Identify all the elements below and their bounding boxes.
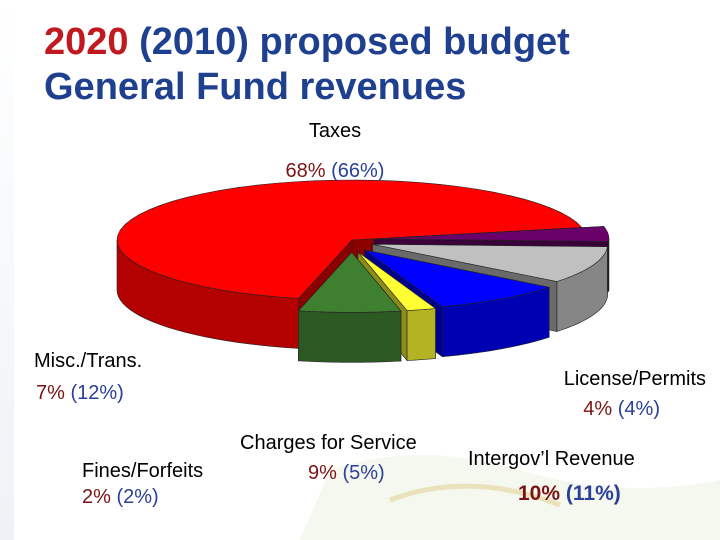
label-charges-2010: (5%) xyxy=(342,462,385,484)
label-taxes: Taxes xyxy=(0,118,670,145)
label-fines-2020: 2% xyxy=(82,486,111,508)
label-misc-values: 7% (12%) xyxy=(36,380,124,407)
pie-slice-1-top xyxy=(373,226,610,242)
pie-slice-4-top xyxy=(357,251,437,311)
label-intergov-2020: 10% xyxy=(518,482,561,505)
label-intergov-name: Intergov’l Revenue xyxy=(468,448,635,470)
title-line2: General Fund revenues xyxy=(44,66,467,108)
pie-slice-3-top xyxy=(364,249,551,308)
pie-slice-2-top xyxy=(372,243,608,282)
label-taxes-2020: 68% xyxy=(285,160,326,182)
pie-slice-5 xyxy=(297,251,402,363)
label-fines-2010: (2%) xyxy=(116,486,159,508)
label-misc-name: Misc./Trans. xyxy=(34,350,143,372)
label-charges-values: 9% (5%) xyxy=(308,460,385,487)
title-rest: (2010) proposed budget xyxy=(139,21,570,63)
label-intergov-values: 10% (11%) xyxy=(518,480,621,507)
label-license-2020: 4% xyxy=(583,398,613,420)
label-license-name: License/Permits xyxy=(563,368,706,390)
slide-title: 2020 (2010) proposed budget General Fund… xyxy=(44,20,570,110)
label-misc: Misc./Trans. xyxy=(34,348,142,375)
title-year: 2020 xyxy=(44,21,129,63)
label-fines-values: 2% (2%) xyxy=(82,484,159,511)
label-intergov-2010: (11%) xyxy=(565,482,621,505)
label-intergov: Intergov’l Revenue xyxy=(468,446,635,473)
label-charges-name: Charges for Service xyxy=(240,432,417,454)
label-misc-2010: (12%) xyxy=(70,382,124,404)
label-license: License/Permits xyxy=(564,366,706,393)
pie-slice-0-top xyxy=(116,179,583,299)
label-misc-2020: 7% xyxy=(36,382,65,404)
pie-slice-4-wall-0 xyxy=(406,308,436,361)
pie-slice-5-wall-0 xyxy=(298,310,402,363)
pie-slice-5-top xyxy=(297,251,402,313)
label-taxes-2010: (66%) xyxy=(331,160,385,182)
label-taxes-name: Taxes xyxy=(308,120,362,142)
label-license-2010: (4%) xyxy=(617,398,660,420)
label-charges: Charges for Service xyxy=(240,430,417,457)
label-license-values: 4% (4%) xyxy=(583,396,660,423)
label-fines-name: Fines/Forfeits xyxy=(82,460,204,482)
slide-accent-bar xyxy=(0,0,14,540)
label-fines: Fines/Forfeits xyxy=(82,458,203,485)
label-taxes-values: 68% (66%) xyxy=(0,158,670,185)
label-charges-2020: 9% xyxy=(308,462,337,484)
